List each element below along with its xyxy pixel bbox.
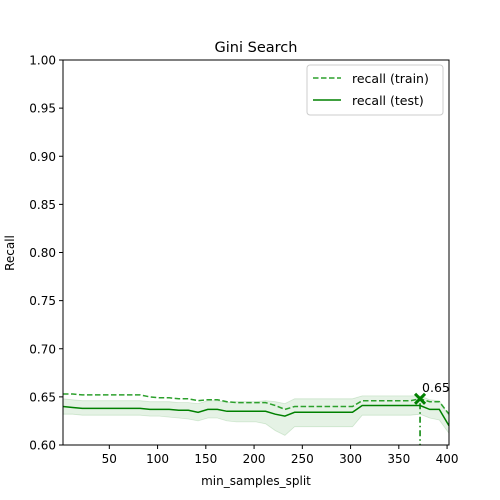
y-tick-label: 0.90 xyxy=(29,150,56,164)
series-line-recall-test xyxy=(62,404,450,427)
x-axis-label: min_samples_split xyxy=(201,474,311,488)
series-line-recall-train xyxy=(63,393,450,415)
y-tick-label: 0.85 xyxy=(29,198,56,212)
x-tick-label: 150 xyxy=(194,452,217,466)
x-tick-label: 50 xyxy=(102,452,117,466)
x-tick-label: 350 xyxy=(387,452,410,466)
legend: recall (train) recall (test) xyxy=(306,64,444,116)
y-tick-label: 0.75 xyxy=(29,294,56,308)
x-tick-label: 250 xyxy=(291,452,314,466)
best-score-label: 0.65 xyxy=(422,380,450,395)
chart-title: Gini Search xyxy=(215,40,298,56)
y-tick-label: 0.70 xyxy=(29,342,56,356)
legend-label-train: recall (train) xyxy=(352,71,429,86)
x-tick-label: 300 xyxy=(339,452,362,466)
y-axis-label: Recall xyxy=(3,235,17,271)
y-tick-label: 0.95 xyxy=(29,102,56,116)
y-tick-label: 0.60 xyxy=(29,439,56,453)
best-score-marker xyxy=(413,392,427,405)
x-tick-label: 100 xyxy=(146,452,169,466)
legend-label-test: recall (test) xyxy=(352,93,424,108)
x-tick-label: 400 xyxy=(436,452,459,466)
y-tick-label: 0.80 xyxy=(29,246,56,260)
y-tick-label: 1.00 xyxy=(29,54,56,68)
x-tick-label: 200 xyxy=(243,452,266,466)
y-tick-label: 0.65 xyxy=(29,390,56,404)
plot-area: 0.65 50 100 150 200 250 300 350 400 0.60 0.65 0.70 0… xyxy=(29,54,458,467)
